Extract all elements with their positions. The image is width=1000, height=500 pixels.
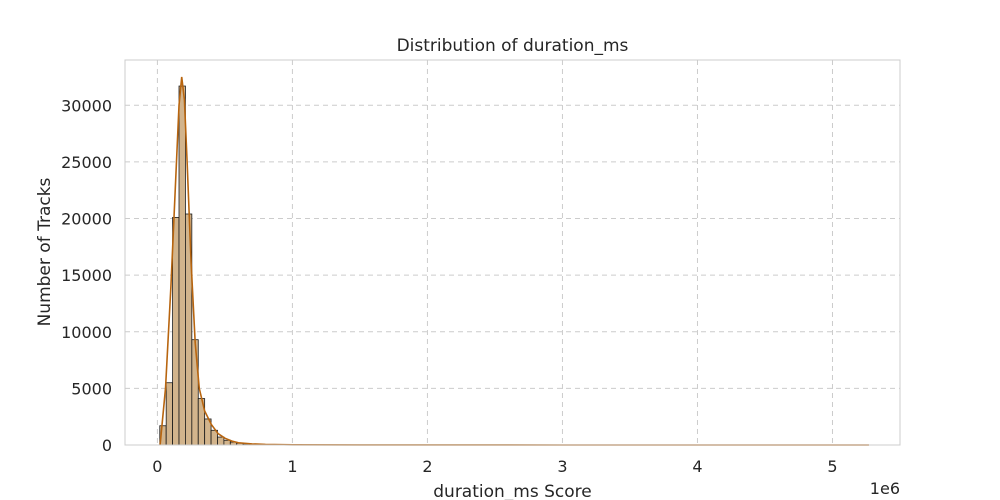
histogram-bar [165, 382, 173, 446]
x-tick-label: 0 [152, 457, 162, 476]
histogram-bar [178, 85, 186, 446]
y-tick-label: 15000 [61, 266, 112, 285]
y-tick-label: 25000 [61, 153, 112, 172]
x-tick-label: 3 [557, 457, 567, 476]
y-tick-label: 0 [102, 436, 112, 455]
histogram-bar [191, 339, 199, 446]
x-axis-label: duration_ms Score [433, 482, 591, 500]
x-axis-ticks: 0 1 2 3 4 5 [152, 457, 837, 476]
plot-area [125, 60, 900, 445]
histogram-bar [217, 436, 225, 446]
y-tick-label: 5000 [71, 379, 112, 398]
plot-frame [124, 59, 901, 446]
y-axis-ticks: 0 5000 10000 15000 20000 25000 30000 [61, 96, 112, 455]
x-axis-offset-label: 1e6 [870, 479, 900, 498]
histogram-bar [172, 216, 180, 446]
x-tick-label: 4 [692, 457, 702, 476]
y-tick-label: 10000 [61, 323, 112, 342]
x-tick-label: 2 [422, 457, 432, 476]
histogram-bar [223, 439, 231, 446]
x-tick-label: 5 [827, 457, 837, 476]
y-tick-label: 30000 [61, 96, 112, 115]
y-axis-label: Number of Tracks [35, 177, 55, 326]
x-tick-label: 1 [287, 457, 297, 476]
chart-title: Distribution of duration_ms [397, 36, 629, 56]
y-tick-label: 20000 [61, 210, 112, 229]
